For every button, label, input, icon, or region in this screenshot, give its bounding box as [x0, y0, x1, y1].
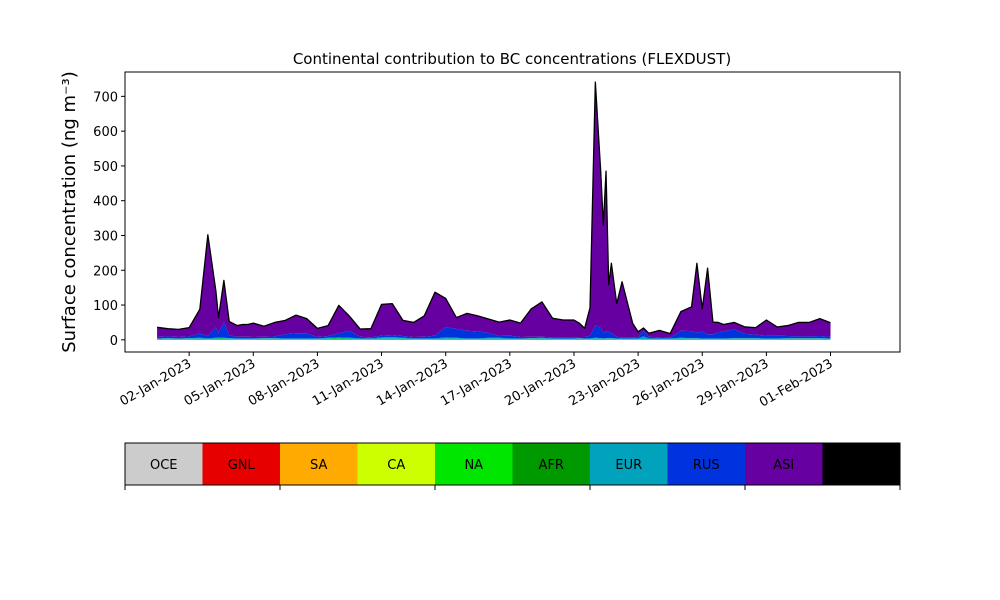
colorbar-swatch-gnl	[202, 443, 280, 485]
colorbar-label-gnl: GNL	[228, 458, 256, 473]
colorbar-label-oce: OCE	[150, 458, 178, 473]
y-tick-label: 300	[93, 229, 118, 244]
area-rus	[157, 322, 831, 339]
y-tick-label: 100	[93, 299, 118, 314]
colorbar-swatch-afr	[512, 443, 590, 485]
x-tick-label: 14-Jan-2023	[374, 356, 451, 409]
x-tick-label: 02-Jan-2023	[118, 356, 195, 409]
colorbar-label-na: NA	[464, 458, 483, 473]
plot-frame	[124, 71, 901, 353]
colorbar-label-asi: ASI	[773, 458, 794, 473]
x-axis-ticks: 02-Jan-202305-Jan-202308-Jan-202311-Jan-…	[118, 352, 836, 410]
colorbar-label-sa: SA	[310, 458, 327, 473]
y-tick-label: 0	[110, 334, 118, 349]
chart-title: Continental contribution to BC concentra…	[293, 50, 731, 68]
region-colorbar-legend: OCE GNL SA CA NA AFR EUR RUS ASI AUS	[124, 442, 901, 490]
colorbar-swatch-rus	[667, 443, 745, 485]
colorbar-label-rus: RUS	[693, 458, 720, 473]
colorbar-label-eur: EUR	[615, 458, 642, 473]
y-tick-label: 500	[93, 160, 118, 175]
area-asi	[157, 82, 831, 338]
colorbar-swatch-na	[435, 443, 513, 485]
colorbar-swatch-ca	[357, 443, 435, 485]
y-tick-label: 700	[93, 90, 118, 105]
colorbar-label-afr: AFR	[539, 458, 564, 473]
colorbar-swatch-aus	[822, 443, 900, 485]
x-tick-label: 23-Jan-2023	[567, 356, 644, 409]
area-na	[157, 338, 831, 340]
total-line	[156, 81, 831, 335]
colorbar-swatch-asi	[745, 443, 823, 485]
x-tick-label: 17-Jan-2023	[438, 356, 515, 409]
x-tick-label: 26-Jan-2023	[631, 356, 708, 409]
colorbar-swatch-oce	[125, 443, 203, 485]
x-tick-label: 05-Jan-2023	[182, 356, 259, 409]
stacked-areas	[156, 81, 831, 340]
colorbar-label-aus: AUS	[848, 458, 875, 473]
y-tick-label: 600	[93, 125, 118, 140]
y-axis-label: Surface concentration (ng m⁻³)	[59, 71, 80, 353]
y-tick-label: 200	[93, 264, 118, 279]
colorbar-frame	[124, 442, 901, 486]
colorbar-swatch-sa	[280, 443, 358, 485]
x-tick-label: 11-Jan-2023	[310, 356, 387, 409]
x-tick-label: 08-Jan-2023	[246, 356, 323, 409]
x-tick-label: 20-Jan-2023	[502, 356, 579, 409]
colorbar-swatch-eur	[590, 443, 668, 485]
y-tick-label: 400	[93, 195, 118, 210]
x-tick-label: 01-Feb-2023	[757, 356, 836, 410]
colorbar-label-ca: CA	[387, 458, 405, 473]
y-axis-ticks: 0 100 200 300 400 500 600 700	[93, 90, 125, 349]
